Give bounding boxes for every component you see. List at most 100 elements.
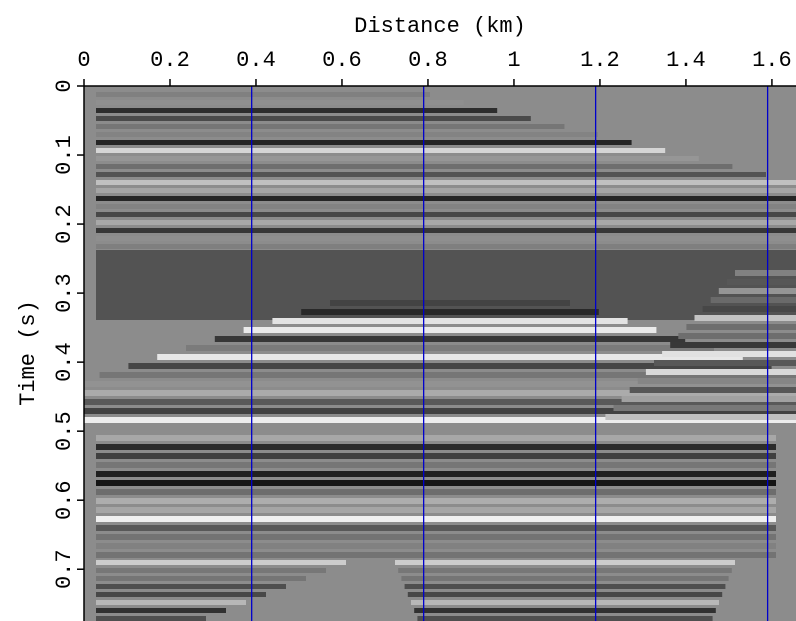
stripe xyxy=(214,336,686,342)
x-tick-label: 0.6 xyxy=(322,48,362,73)
stripe xyxy=(96,124,565,129)
y-tick-label: 0 xyxy=(52,79,77,92)
stripe xyxy=(99,372,796,378)
stripe xyxy=(96,156,699,161)
stripe xyxy=(96,236,796,241)
stripe xyxy=(96,584,286,589)
stripe xyxy=(96,212,796,217)
stripe xyxy=(96,516,776,522)
x-tick-label: 1 xyxy=(507,48,520,73)
stripe xyxy=(96,228,796,233)
stripe xyxy=(96,600,246,605)
dark-zone xyxy=(96,250,796,320)
stripe xyxy=(84,399,796,405)
stripe xyxy=(301,309,599,315)
stripe xyxy=(726,279,796,285)
seismic-image xyxy=(84,86,796,621)
stripe xyxy=(96,507,776,513)
stripe xyxy=(411,600,719,605)
x-tick-label: 0.4 xyxy=(236,48,276,73)
stripe xyxy=(96,220,796,225)
stripe xyxy=(96,525,776,531)
stripe xyxy=(96,180,796,185)
stripe xyxy=(96,244,796,249)
stripe xyxy=(96,444,776,450)
stripe xyxy=(96,576,306,581)
stripe xyxy=(401,576,729,581)
y-tick-label: 0.1 xyxy=(52,135,77,175)
stripe xyxy=(96,498,776,504)
stripe xyxy=(96,196,796,201)
stripe xyxy=(678,333,796,339)
x-tick-label: 0 xyxy=(77,48,90,73)
stripe xyxy=(96,100,464,105)
x-tick-label: 0.8 xyxy=(408,48,448,73)
stripe xyxy=(702,306,796,312)
y-tick-label: 0.3 xyxy=(52,273,77,313)
stripe xyxy=(96,608,226,613)
stripe xyxy=(96,543,776,549)
stripe xyxy=(128,363,772,369)
stripe xyxy=(96,188,796,193)
y-tick-label: 0.4 xyxy=(52,342,77,382)
stripe xyxy=(629,387,796,393)
stripe xyxy=(417,616,713,621)
stripe xyxy=(710,297,796,303)
x-axis-label: Distance (km) xyxy=(354,14,526,39)
stripe xyxy=(96,204,796,209)
y-tick-label: 0.2 xyxy=(52,204,77,244)
stripe xyxy=(398,568,732,573)
stripe xyxy=(272,318,628,324)
stripe xyxy=(404,584,726,589)
x-tick-label: 1.4 xyxy=(666,48,706,73)
stripe xyxy=(662,351,796,357)
stripe xyxy=(613,405,796,411)
x-tick-label: 1.2 xyxy=(580,48,620,73)
stripe xyxy=(407,592,723,597)
y-tick-label: 0.7 xyxy=(52,549,77,589)
y-axis-label: Time (s) xyxy=(16,300,41,406)
stripe xyxy=(96,480,776,486)
stripe xyxy=(96,172,766,177)
stripe xyxy=(605,414,796,420)
stripe xyxy=(96,560,346,565)
stripe xyxy=(395,560,735,565)
stripe xyxy=(96,462,776,468)
stripe xyxy=(84,390,796,396)
stripe xyxy=(96,108,498,113)
stripe xyxy=(96,568,326,573)
stripe xyxy=(243,327,657,333)
stripe xyxy=(686,324,796,330)
stripe xyxy=(645,369,796,375)
stripe xyxy=(84,417,796,423)
stripe xyxy=(670,342,796,348)
x-tick-label: 0.2 xyxy=(150,48,190,73)
stripe xyxy=(96,148,666,153)
stripe xyxy=(96,471,776,477)
stripe xyxy=(96,592,266,597)
stripe xyxy=(96,453,776,459)
stripe xyxy=(84,408,796,414)
stripe xyxy=(330,300,570,306)
y-tick-label: 0.5 xyxy=(52,411,77,451)
stripe xyxy=(654,360,796,366)
stripe xyxy=(96,116,531,121)
stripe xyxy=(414,608,716,613)
y-tick-label: 0.6 xyxy=(52,480,77,520)
stripe xyxy=(621,396,796,402)
stripe xyxy=(186,345,714,351)
stripe xyxy=(96,132,598,137)
stripe xyxy=(96,435,776,441)
x-tick-label: 1.6 xyxy=(752,48,792,73)
stripe xyxy=(735,270,796,276)
stripe xyxy=(637,378,796,384)
stripe xyxy=(84,381,796,387)
stripe xyxy=(96,164,733,169)
stripe xyxy=(157,354,743,360)
stripe xyxy=(694,315,796,321)
stripe xyxy=(718,288,796,294)
stripe xyxy=(96,552,776,558)
stripe xyxy=(96,616,206,621)
stripe xyxy=(96,534,776,540)
